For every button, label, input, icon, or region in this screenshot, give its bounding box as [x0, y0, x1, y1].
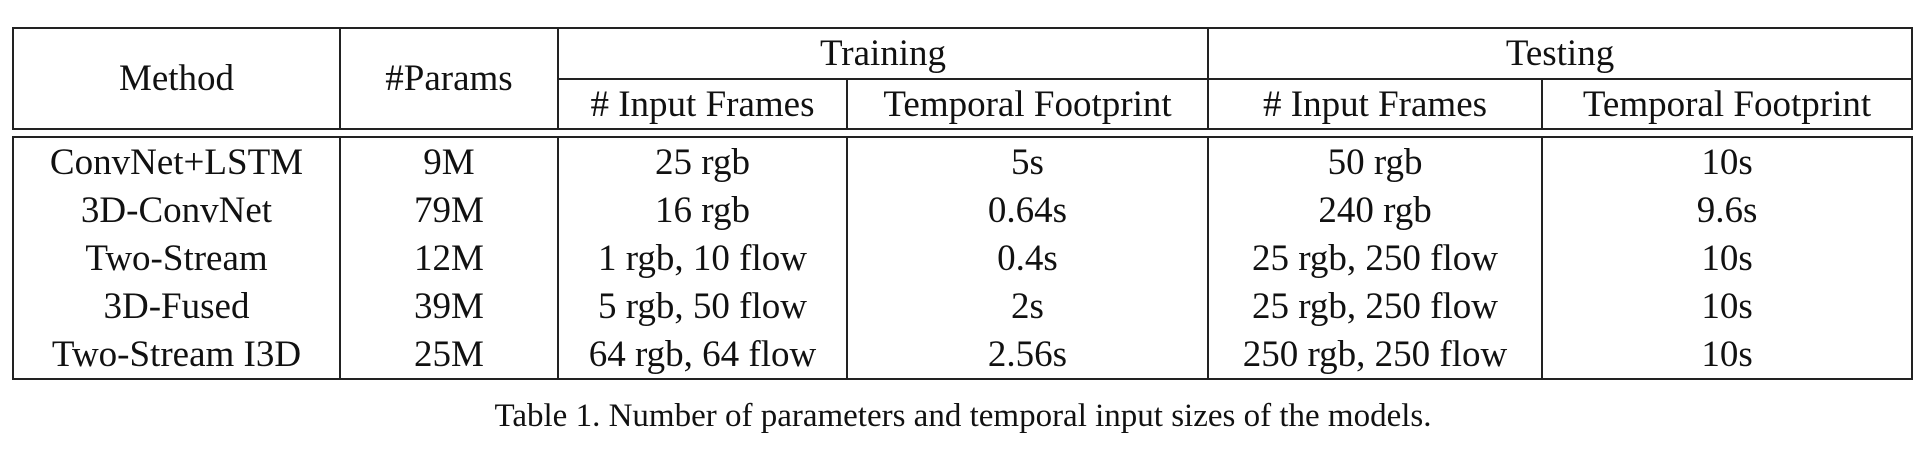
table-caption: Table 1. Number of parameters and tempor…: [494, 398, 1432, 434]
cell-train-footprint: 5s: [845, 137, 1210, 186]
header-params: #Params: [339, 27, 559, 130]
table-row: ConvNet+LSTM 9M 25 rgb 5s 50 rgb 10s: [12, 137, 1914, 186]
cell-test-footprint: 10s: [1541, 137, 1914, 186]
cell-train-frames: 5 rgb, 50 flow: [557, 282, 848, 330]
cell-method: 3D-ConvNet: [12, 186, 341, 234]
cell-method: Two-Stream: [12, 234, 341, 282]
cell-params: 12M: [339, 234, 559, 282]
cell-params: 9M: [339, 137, 559, 186]
table-row: Two-Stream 12M 1 rgb, 10 flow 0.4s 25 rg…: [12, 234, 1914, 282]
cell-test-footprint: 10s: [1541, 282, 1914, 330]
header-test-input-frames: # Input Frames: [1207, 78, 1544, 130]
table-row: Two-Stream I3D 25M 64 rgb, 64 flow 2.56s…: [12, 330, 1914, 380]
cell-test-footprint: 10s: [1541, 234, 1914, 282]
cell-train-footprint: 2.56s: [845, 330, 1210, 380]
cell-test-frames: 50 rgb: [1207, 137, 1544, 186]
cell-train-footprint: 0.4s: [845, 234, 1210, 282]
header-separator: [13, 129, 1913, 138]
cell-test-frames: 25 rgb, 250 flow: [1207, 234, 1544, 282]
header-testing: Testing: [1207, 27, 1914, 80]
cell-params: 39M: [339, 282, 559, 330]
cell-train-footprint: 2s: [845, 282, 1210, 330]
cell-method: Two-Stream I3D: [12, 330, 341, 380]
cell-test-frames: 250 rgb, 250 flow: [1207, 330, 1544, 380]
header-method: Method: [12, 27, 341, 130]
cell-train-footprint: 0.64s: [845, 186, 1210, 234]
cell-test-footprint: 10s: [1541, 330, 1914, 380]
header-train-input-frames: # Input Frames: [557, 78, 848, 130]
cell-test-frames: 25 rgb, 250 flow: [1207, 282, 1544, 330]
cell-method: 3D-Fused: [12, 282, 341, 330]
table-row: 3D-ConvNet 79M 16 rgb 0.64s 240 rgb 9.6s: [12, 186, 1914, 234]
header-training: Training: [556, 27, 1210, 80]
cell-train-frames: 64 rgb, 64 flow: [557, 330, 848, 380]
results-table-container: Method #Params Training Testing # Input …: [12, 27, 1914, 380]
cell-method: ConvNet+LSTM: [12, 137, 341, 186]
table-row: 3D-Fused 39M 5 rgb, 50 flow 2s 25 rgb, 2…: [12, 282, 1914, 330]
cell-train-frames: 1 rgb, 10 flow: [557, 234, 848, 282]
model-params-table: Method #Params Training Testing # Input …: [12, 27, 1914, 380]
cell-test-footprint: 9.6s: [1541, 186, 1914, 234]
cell-params: 25M: [339, 330, 559, 380]
cell-train-frames: 25 rgb: [557, 137, 848, 186]
cell-train-frames: 16 rgb: [557, 186, 848, 234]
header-test-temporal-footprint: Temporal Footprint: [1541, 78, 1914, 130]
cell-test-frames: 240 rgb: [1207, 186, 1544, 234]
cell-params: 79M: [339, 186, 559, 234]
header-train-temporal-footprint: Temporal Footprint: [845, 78, 1210, 130]
